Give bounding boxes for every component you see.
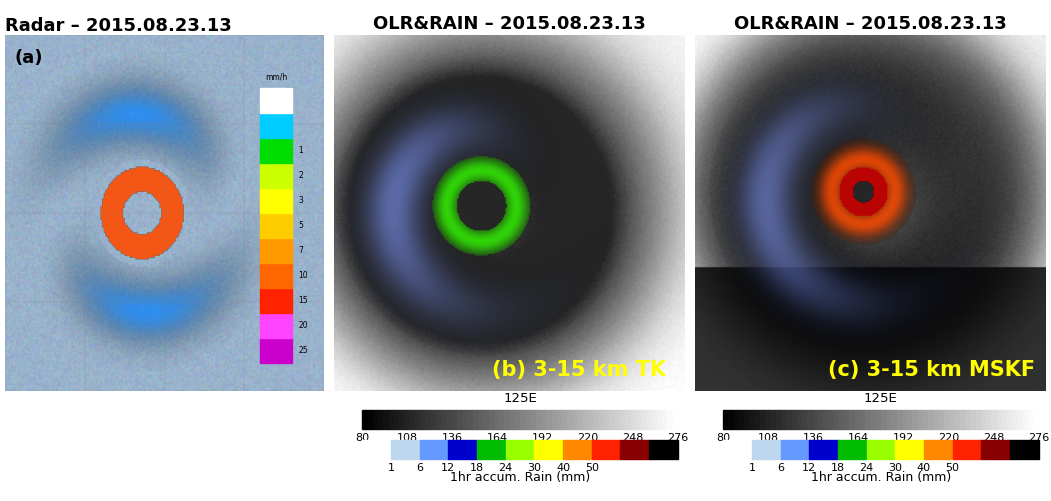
Text: OLR&RAIN – 2015.08.23.13: OLR&RAIN – 2015.08.23.13 [734,15,1007,33]
Text: 18: 18 [470,462,485,472]
Text: 30: 30 [888,462,902,472]
Bar [261,163,292,188]
Text: 164: 164 [487,432,508,442]
Text: 1: 1 [298,146,304,155]
Text: 80: 80 [355,432,369,442]
Text: 108: 108 [397,432,418,442]
Text: 136: 136 [442,432,462,442]
Text: 248: 248 [622,432,643,442]
Text: 24: 24 [498,462,513,472]
Text: 2: 2 [298,171,304,180]
Text: 220: 220 [937,432,960,442]
Text: 30: 30 [528,462,541,472]
Text: 248: 248 [983,432,1005,442]
Bar [261,138,292,163]
Text: 12: 12 [802,462,817,472]
Bar [261,288,292,313]
Bar [261,113,292,138]
Text: 1hr accum. Rain (mm): 1hr accum. Rain (mm) [450,471,591,484]
Text: 164: 164 [848,432,869,442]
Text: 220: 220 [577,432,598,442]
Bar [261,188,292,213]
Text: 20: 20 [298,321,308,330]
Text: 7: 7 [298,246,304,255]
Text: 6: 6 [777,462,784,472]
Bar [261,263,292,288]
Text: 3: 3 [298,196,304,205]
Bar [261,313,292,338]
Text: mm/h: mm/h [265,72,287,81]
Text: 50: 50 [584,462,599,472]
Text: 12: 12 [441,462,455,472]
Text: (b) 3-15 km TK: (b) 3-15 km TK [492,360,666,380]
Text: 40: 40 [916,462,931,472]
Text: 1: 1 [388,462,394,472]
Text: OLR&RAIN – 2015.08.23.13: OLR&RAIN – 2015.08.23.13 [373,15,646,33]
Bar [261,213,292,238]
Bar [261,89,292,113]
Text: 1hr accum. Rain (mm): 1hr accum. Rain (mm) [810,471,951,484]
Text: 80: 80 [716,432,730,442]
Text: 125E: 125E [864,392,898,405]
Text: 15: 15 [298,296,308,305]
Text: 125E: 125E [503,392,537,405]
Text: 192: 192 [893,432,914,442]
Text: 10: 10 [298,271,308,280]
Text: 108: 108 [758,432,779,442]
Text: Radar – 2015.08.23.13: Radar – 2015.08.23.13 [5,17,232,35]
Text: 1: 1 [748,462,756,472]
Text: 50: 50 [946,462,960,472]
Text: 5: 5 [298,221,304,230]
Text: (a): (a) [15,49,43,67]
Text: 276: 276 [667,432,688,442]
Text: 192: 192 [532,432,553,442]
Bar [261,338,292,363]
Text: (c) 3-15 km MSKF: (c) 3-15 km MSKF [828,360,1035,380]
Text: 18: 18 [831,462,845,472]
Bar [261,238,292,263]
Text: 24: 24 [860,462,873,472]
Text: 40: 40 [556,462,571,472]
Text: 6: 6 [416,462,424,472]
Text: 25: 25 [298,346,308,355]
Text: 136: 136 [803,432,824,442]
Text: 276: 276 [1028,432,1049,442]
